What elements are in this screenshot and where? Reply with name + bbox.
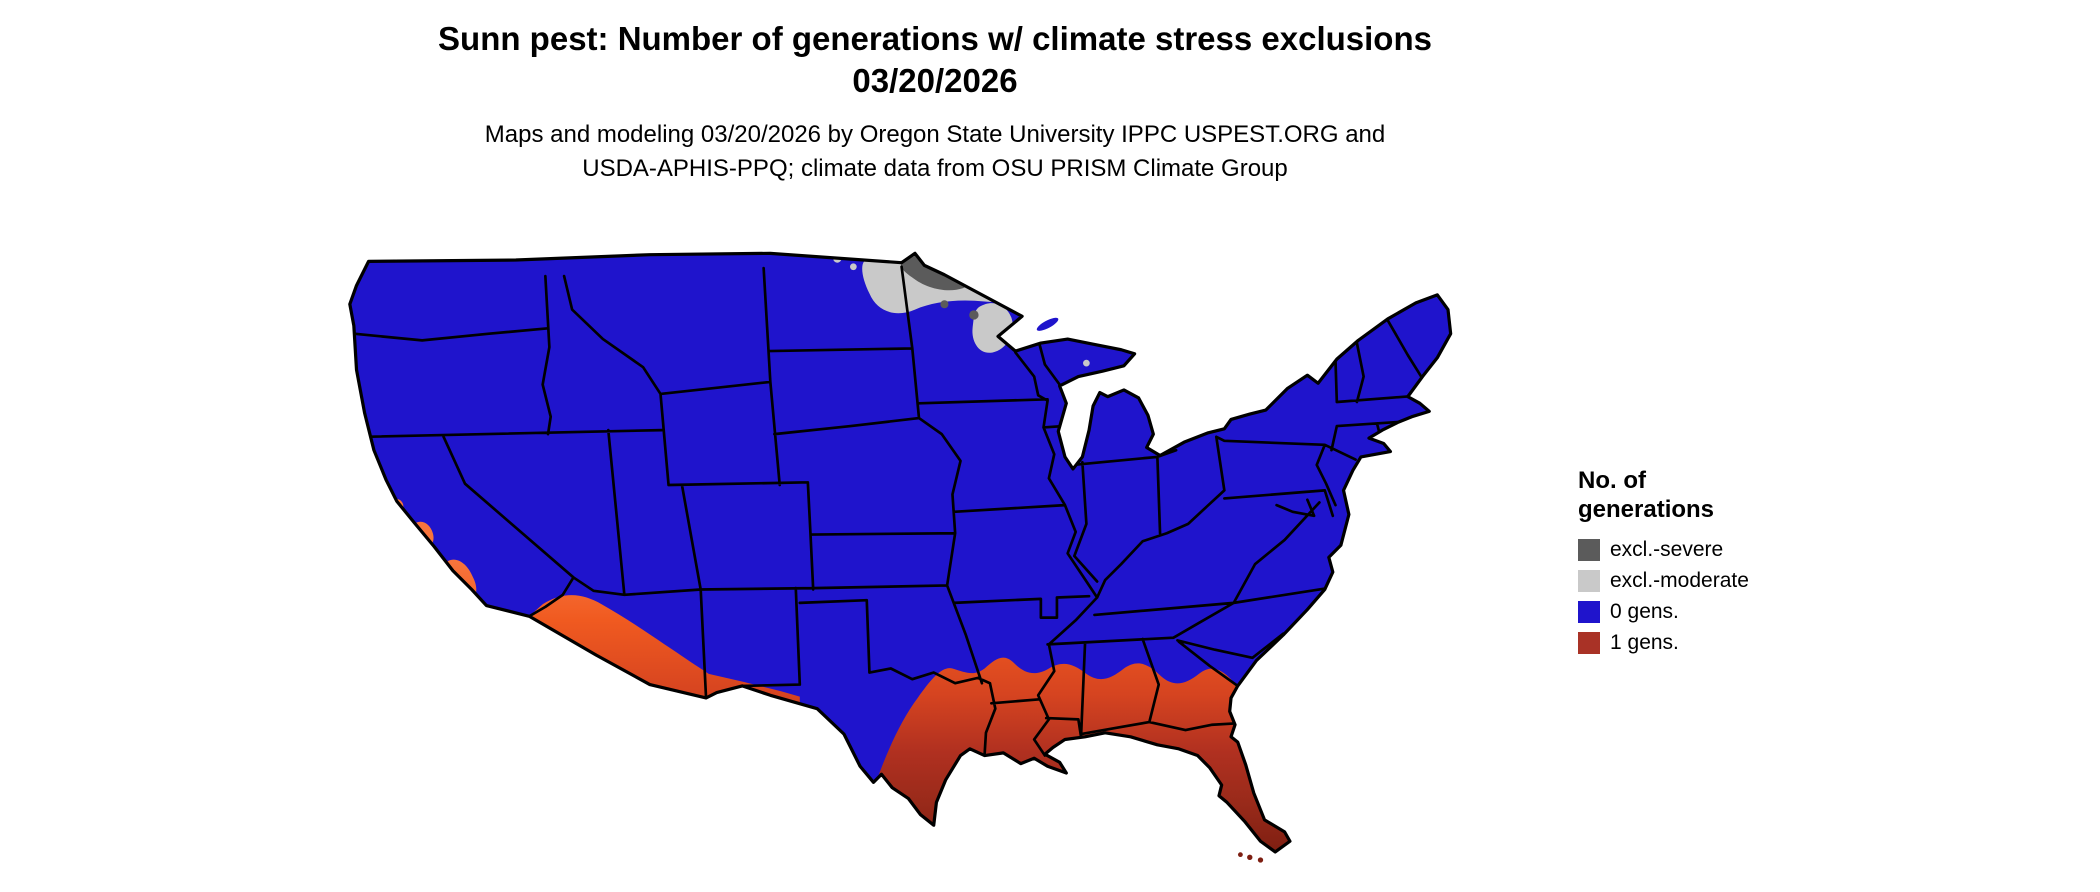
exclusion-moderate-speck [1028,297,1037,306]
page-title-line1: Sunn pest: Number of generations w/ clim… [438,20,1432,57]
legend-item-excl-severe: excl.-severe [1578,537,1878,563]
conus-map [348,251,1453,863]
page-title-date: 03/20/2026 [852,62,1018,100]
florida-keys-dot [1237,852,1243,858]
florida-keys-dot [1257,857,1264,863]
legend-title-line2: generations [1578,496,1715,524]
page-subtitle-line1: Maps and modeling 03/20/2026 by Oregon S… [484,121,1386,148]
legend-items: excl.-severe excl.-moderate 0 gens. 1 ge… [1578,537,1878,656]
legend-title: No. of generations [1578,466,1878,525]
page-title: Sunn pest: Number of generations w/ clim… [0,18,1870,102]
legend-swatch-zero-gens [1578,600,1600,623]
state-borders [352,265,1424,757]
isle-royale-island [1036,317,1059,331]
legend-item-zero-gens: 0 gens. [1578,599,1878,625]
legend-swatch-excl-moderate [1578,569,1600,592]
florida-keys-dot [1247,854,1253,861]
us-outline [348,251,1453,854]
legend-swatch-excl-severe [1578,538,1600,561]
exclusion-moderate-speck [850,263,857,271]
page-subtitle-line2: USDA-APHIS-PPQ; climate data from OSU PR… [582,154,1288,182]
map-legend: No. of generations excl.-severe excl.-mo… [1578,466,1878,661]
legend-swatch-one-gen [1578,631,1600,654]
exclusion-moderate-speck [1083,359,1090,367]
exclusion-severe-speck [969,310,979,320]
legend-label-zero-gens: 0 gens. [1610,599,1679,623]
legend-title-line1: No. of [1578,467,1646,494]
exclusion-severe-speck [940,300,949,309]
legend-label-excl-moderate: excl.-moderate [1610,568,1749,592]
legend-item-one-gen: 1 gens. [1578,630,1878,656]
page-subtitle: Maps and modeling 03/20/2026 by Oregon S… [0,118,1870,185]
legend-label-excl-severe: excl.-severe [1610,537,1724,561]
legend-item-excl-moderate: excl.-moderate [1578,568,1878,594]
one-generation-region-southwest [529,595,800,705]
legend-label-one-gen: 1 gens. [1610,630,1679,654]
